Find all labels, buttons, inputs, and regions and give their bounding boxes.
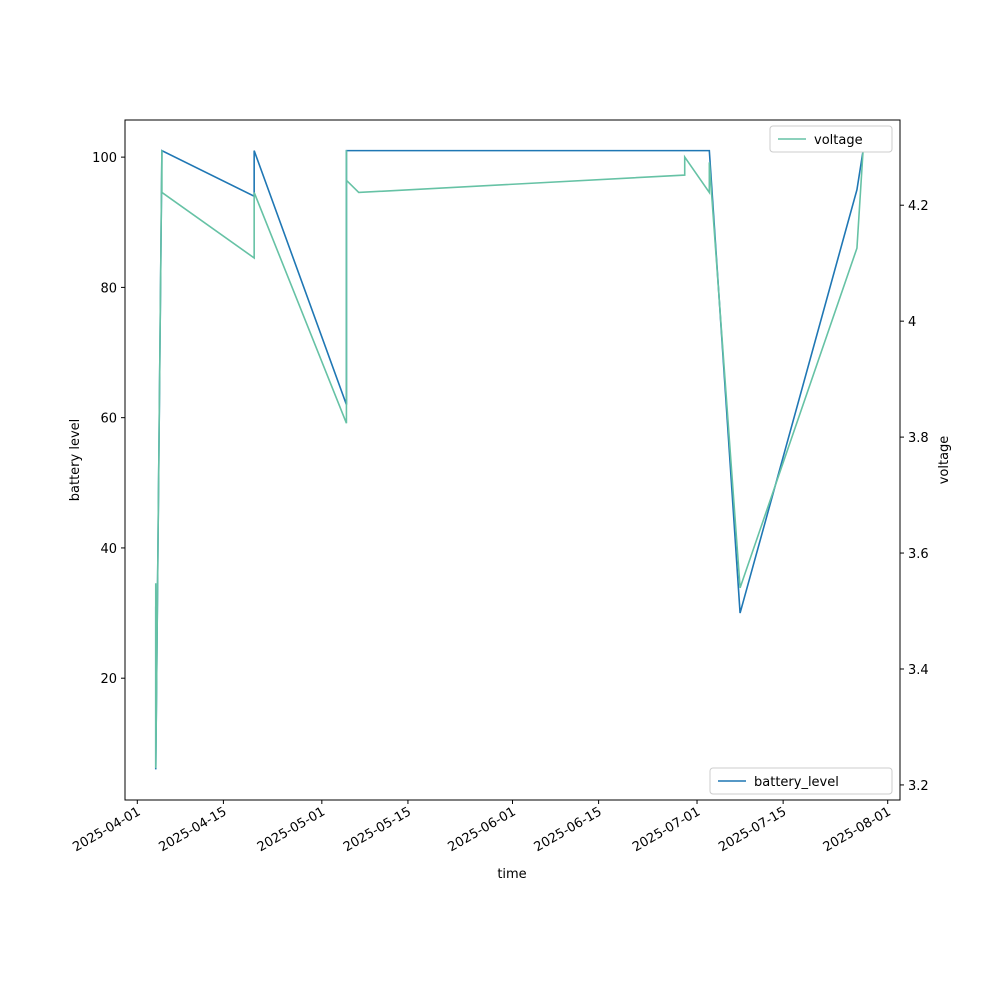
y-tick-label: 40	[100, 542, 117, 557]
y2-tick-label: 4	[908, 315, 916, 330]
x-axis-label: time	[497, 867, 526, 882]
series-line	[154, 149, 864, 770]
y2-tick-label: 4.2	[908, 199, 929, 214]
legend: battery_level	[709, 767, 893, 795]
x-tick-label: 2025-07-01	[630, 804, 703, 855]
x-tick-label: 2025-04-15	[156, 804, 229, 855]
x-tick-label: 2025-04-01	[70, 804, 143, 855]
y-tick-label: 80	[100, 281, 117, 296]
y2-axis-label: voltage	[937, 436, 952, 485]
x-tick-label: 2025-05-01	[255, 804, 328, 855]
x-tick-label: 2025-06-01	[446, 804, 519, 855]
y2-tick-label: 3.8	[908, 431, 929, 446]
y-tick-label: 100	[92, 151, 117, 166]
legend-box	[769, 125, 893, 153]
y2-tick-label: 3.6	[908, 547, 929, 562]
legend-label: voltage	[814, 133, 863, 148]
legend-box	[709, 767, 893, 795]
y-axis-label: battery level	[68, 419, 83, 502]
y-tick-label: 20	[100, 672, 117, 687]
x-tick-label: 2025-05-15	[341, 804, 414, 855]
x-tick-label: 2025-06-15	[532, 804, 605, 855]
y2-tick-label: 3.2	[908, 779, 929, 794]
x-tick-label: 2025-08-01	[821, 804, 894, 855]
x-tick-label: 2025-07-15	[716, 804, 789, 855]
y-tick-label: 60	[100, 412, 117, 427]
series-line	[154, 150, 864, 769]
y2-tick-label: 3.4	[908, 663, 929, 678]
legend-label: battery_level	[754, 775, 839, 790]
legend: voltage	[769, 125, 893, 153]
